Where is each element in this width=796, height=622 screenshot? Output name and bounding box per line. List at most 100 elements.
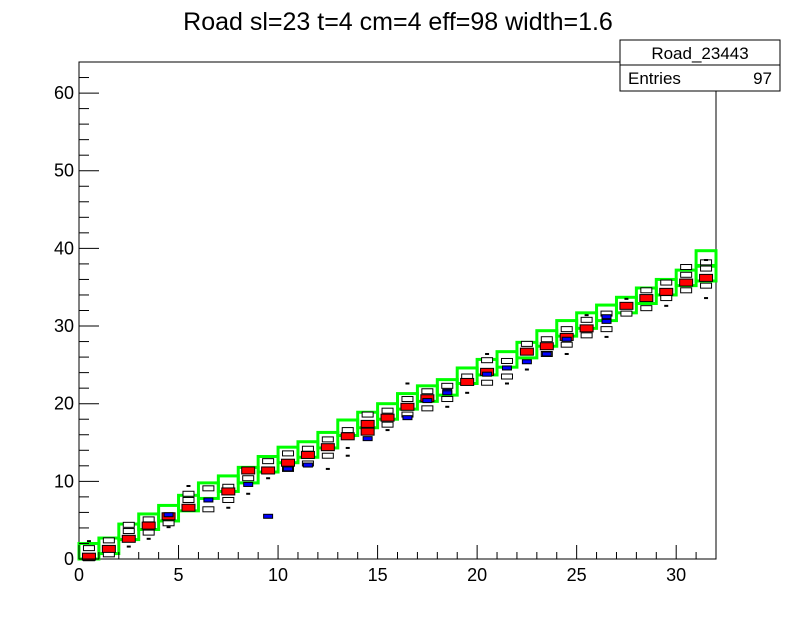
- hit-cell-empty: [481, 379, 494, 386]
- x-tick-label: 0: [74, 565, 84, 585]
- hit-mark: [385, 429, 390, 432]
- y-tick-label: 60: [54, 83, 74, 103]
- chart-title: Road sl=23 t=4 cm=4 eff=98 width=1.6: [183, 8, 613, 36]
- hit-cell-red: [380, 413, 395, 422]
- hit-cell-red: [360, 419, 375, 428]
- hit-mark: [485, 352, 490, 355]
- hit-mark: [564, 352, 569, 355]
- hit-mark: [704, 297, 709, 300]
- hit-mark: [465, 391, 470, 394]
- hit-mark: [266, 477, 271, 480]
- hit-mark: [246, 492, 251, 495]
- hit-mark: [624, 297, 629, 300]
- hit-cell-blue: [601, 314, 612, 320]
- hit-cell-empty: [680, 264, 693, 271]
- hit-cells-layer: [81, 259, 714, 562]
- hit-cell-red: [699, 273, 714, 282]
- hit-cell-red: [679, 278, 694, 287]
- hit-cell-empty: [540, 336, 553, 343]
- hit-cell-empty: [680, 287, 693, 294]
- hit-cell-blue: [243, 481, 254, 487]
- hit-cell-blue: [302, 462, 313, 468]
- hit-cell-empty: [640, 305, 653, 312]
- hit-mark: [664, 304, 669, 307]
- hit-mark: [524, 368, 529, 371]
- hit-cell-empty: [560, 341, 573, 348]
- hit-cell-empty: [321, 452, 334, 459]
- hit-mark: [445, 405, 450, 408]
- hit-mark: [584, 314, 589, 317]
- hit-cell-red: [539, 342, 554, 351]
- hit-cell-blue: [521, 359, 532, 365]
- hit-cell-red: [101, 544, 116, 553]
- hit-cell-empty: [321, 436, 334, 443]
- stats-histogram-name: Road_23443: [651, 44, 748, 63]
- hit-cell-empty: [341, 427, 354, 434]
- hit-cell-blue: [541, 351, 552, 357]
- hit-mark: [226, 506, 231, 509]
- hit-cell-red: [320, 443, 335, 452]
- hit-cell-empty: [600, 326, 613, 333]
- hit-mark: [166, 526, 171, 529]
- hit-cell-empty: [242, 475, 255, 482]
- x-tick-label: 5: [174, 565, 184, 585]
- hit-cell-empty: [202, 506, 215, 513]
- hit-cell-blue: [422, 398, 433, 404]
- hit-mark: [704, 259, 709, 262]
- hit-cell-blue: [362, 436, 373, 442]
- hit-cell-blue: [163, 512, 174, 518]
- hit-cell-red: [141, 521, 156, 530]
- hit-cell-empty: [142, 516, 155, 523]
- y-tick-label: 20: [54, 394, 74, 414]
- hit-cell-empty: [421, 405, 434, 412]
- x-tick-label: 15: [368, 565, 388, 585]
- hit-cell-empty: [122, 528, 135, 535]
- x-tick-label: 20: [467, 565, 487, 585]
- hit-cell-empty: [142, 529, 155, 536]
- hit-cell-empty: [560, 326, 573, 333]
- hit-cell-empty: [660, 295, 673, 302]
- hit-cell-empty: [301, 445, 314, 452]
- hit-cell-blue: [442, 390, 453, 396]
- hit-cell-red: [81, 552, 96, 561]
- hit-cell-empty: [580, 332, 593, 339]
- hit-cell-empty: [441, 382, 454, 389]
- y-tick-label: 30: [54, 316, 74, 336]
- hit-mark: [325, 467, 330, 470]
- hit-cell-empty: [381, 407, 394, 414]
- hit-cell-red: [579, 324, 594, 333]
- hit-cell-empty: [162, 520, 175, 527]
- x-tick-label: 30: [666, 565, 686, 585]
- hit-cell-blue: [203, 497, 214, 503]
- hit-cell-empty: [640, 287, 653, 294]
- hit-cell-empty: [222, 496, 235, 503]
- hit-cell-red: [619, 301, 634, 310]
- hit-cell-empty: [421, 388, 434, 395]
- hit-cell-blue: [561, 336, 572, 342]
- hit-cell-blue: [283, 466, 294, 472]
- hit-cell-empty: [580, 316, 593, 323]
- y-tick-label: 10: [54, 471, 74, 491]
- hit-cell-empty: [381, 421, 394, 428]
- hit-cell-empty: [441, 396, 454, 403]
- hit-cell-empty: [520, 340, 533, 347]
- hit-cell-empty: [481, 357, 494, 364]
- hit-cell-blue: [601, 318, 612, 324]
- hit-cell-red: [400, 402, 415, 411]
- hit-cell-red: [519, 347, 534, 356]
- hit-cell-red: [460, 377, 475, 386]
- hit-cell-empty: [202, 485, 215, 492]
- hit-mark: [86, 540, 91, 543]
- hit-cell-empty: [262, 458, 275, 465]
- hit-cell-empty: [620, 310, 633, 317]
- hit-cell-red: [659, 287, 674, 296]
- hit-cell-red: [340, 432, 355, 441]
- hit-mark: [345, 446, 350, 449]
- x-tick-label: 25: [567, 565, 587, 585]
- hit-cell-empty: [182, 496, 195, 503]
- hit-cell-blue: [501, 365, 512, 371]
- stats-entries-label: Entries: [628, 69, 681, 88]
- hit-cell-red: [241, 466, 256, 475]
- hit-cell-empty: [680, 271, 693, 278]
